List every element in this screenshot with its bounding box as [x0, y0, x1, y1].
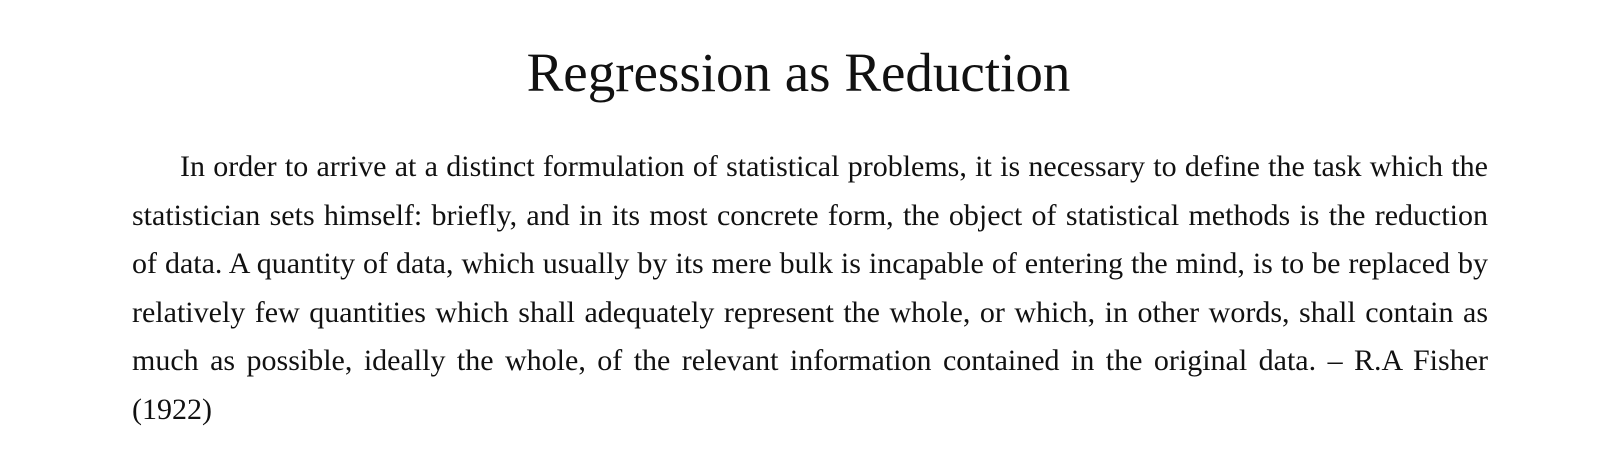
page-title: Regression as Reduction: [526, 42, 1071, 103]
quote-text: In order to arrive at a distinct formula…: [132, 150, 1488, 377]
quote-attribution: – R.A Fisher (1922): [132, 344, 1488, 426]
quote-paragraph: In order to arrive at a distinct formula…: [132, 143, 1488, 434]
